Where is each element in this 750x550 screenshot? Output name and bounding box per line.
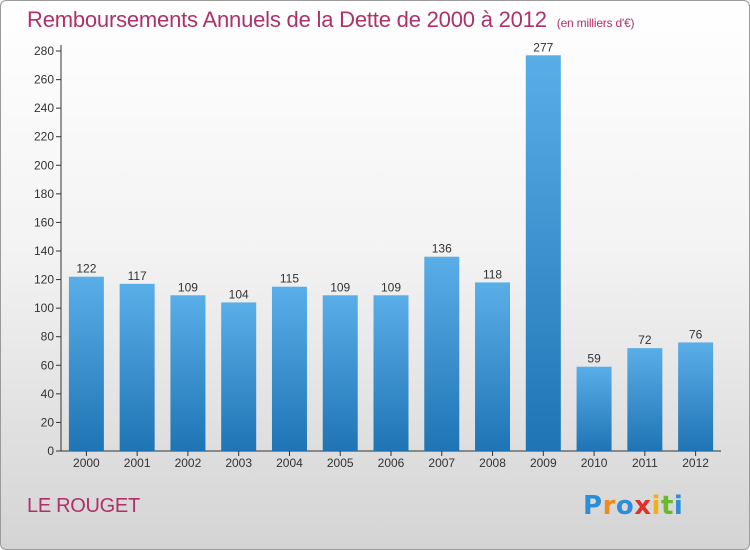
logo-letter: i: [651, 491, 661, 521]
x-tick-label-2009: 2009: [530, 456, 557, 470]
x-tick-label-2003: 2003: [225, 456, 252, 470]
logo-letter: o: [615, 491, 635, 521]
bar-2007: [424, 256, 460, 451]
chart-unit: (en milliers d'€): [556, 16, 635, 30]
value-label-2006: 109: [381, 280, 401, 294]
bar-2000: [68, 276, 104, 451]
bar-2001: [119, 283, 155, 451]
bar-2002: [170, 295, 206, 451]
y-tick-label: 240: [34, 101, 54, 115]
bar-2011: [627, 348, 663, 451]
x-tick-label-2002: 2002: [175, 456, 202, 470]
y-tick-label: 280: [34, 44, 54, 58]
bar-2009: [525, 55, 561, 452]
chart-axes: 0 20 40 60 80 100 120 140 160 180 200 220 240 260 280 2…: [34, 44, 721, 470]
value-label-2011: 72: [638, 333, 652, 347]
proxiti-logo: Proxiti: [583, 491, 683, 521]
y-tick-label: 80: [41, 330, 55, 344]
y-tick-label: 260: [34, 73, 54, 87]
x-tick-label-2011: 2011: [632, 456, 658, 470]
value-label-2004: 115: [280, 272, 299, 286]
value-label-2009: 277: [533, 40, 553, 54]
y-tick-label: 140: [34, 244, 54, 258]
x-tick-label-2010: 2010: [581, 456, 608, 470]
logo-letter: t: [660, 491, 674, 521]
y-tick-label: 60: [41, 358, 55, 372]
value-label-2003: 104: [229, 287, 249, 301]
value-label-2012: 76: [689, 327, 703, 341]
bar-2008: [475, 282, 511, 451]
x-tick-label-2001: 2001: [124, 456, 151, 470]
bar-2010: [576, 366, 612, 451]
y-tick-label: 40: [41, 387, 55, 401]
value-label-2008: 118: [483, 267, 502, 281]
bar-2012: [678, 342, 714, 451]
y-tick-label: 180: [34, 187, 54, 201]
x-tick-label-2005: 2005: [327, 456, 354, 470]
y-tick-label: 20: [41, 415, 55, 429]
logo-letter: r: [602, 491, 616, 521]
y-tick-label: 0: [47, 444, 54, 458]
x-tick-label-2006: 2006: [378, 456, 405, 470]
logo-letter: i: [673, 491, 684, 521]
value-label-2000: 122: [76, 262, 96, 276]
chart-bars: 122 117 109 104 115 109 109 136 118 277 59 72 76: [68, 40, 714, 452]
x-tick-label-2012: 2012: [682, 456, 709, 470]
bar-2006: [373, 295, 409, 451]
x-tick-label-2000: 2000: [73, 456, 100, 470]
chart-title: Remboursements Annuels de la Dette de 20…: [27, 7, 635, 33]
value-label-2002: 109: [178, 280, 198, 294]
value-label-2007: 136: [432, 242, 452, 256]
bar-2004: [271, 286, 307, 451]
chart-title-text: Remboursements Annuels de la Dette de 20…: [27, 7, 547, 32]
y-tick-label: 120: [34, 273, 54, 287]
x-tick-label-2007: 2007: [428, 456, 455, 470]
y-tick-label: 160: [34, 215, 54, 229]
y-tick-label: 200: [34, 158, 54, 172]
value-label-2010: 59: [587, 352, 601, 366]
value-label-2005: 109: [330, 280, 350, 294]
y-tick-label: 220: [34, 130, 54, 144]
x-tick-label-2008: 2008: [479, 456, 506, 470]
logo-letter: P: [583, 491, 603, 521]
value-label-2001: 117: [128, 269, 147, 283]
y-tick-label: 100: [34, 301, 54, 315]
bar-2005: [322, 295, 358, 451]
logo-letter: x: [634, 491, 652, 521]
x-tick-label-2004: 2004: [276, 456, 303, 470]
bar-2003: [221, 302, 257, 451]
city-name: LE ROUGET: [27, 495, 140, 517]
